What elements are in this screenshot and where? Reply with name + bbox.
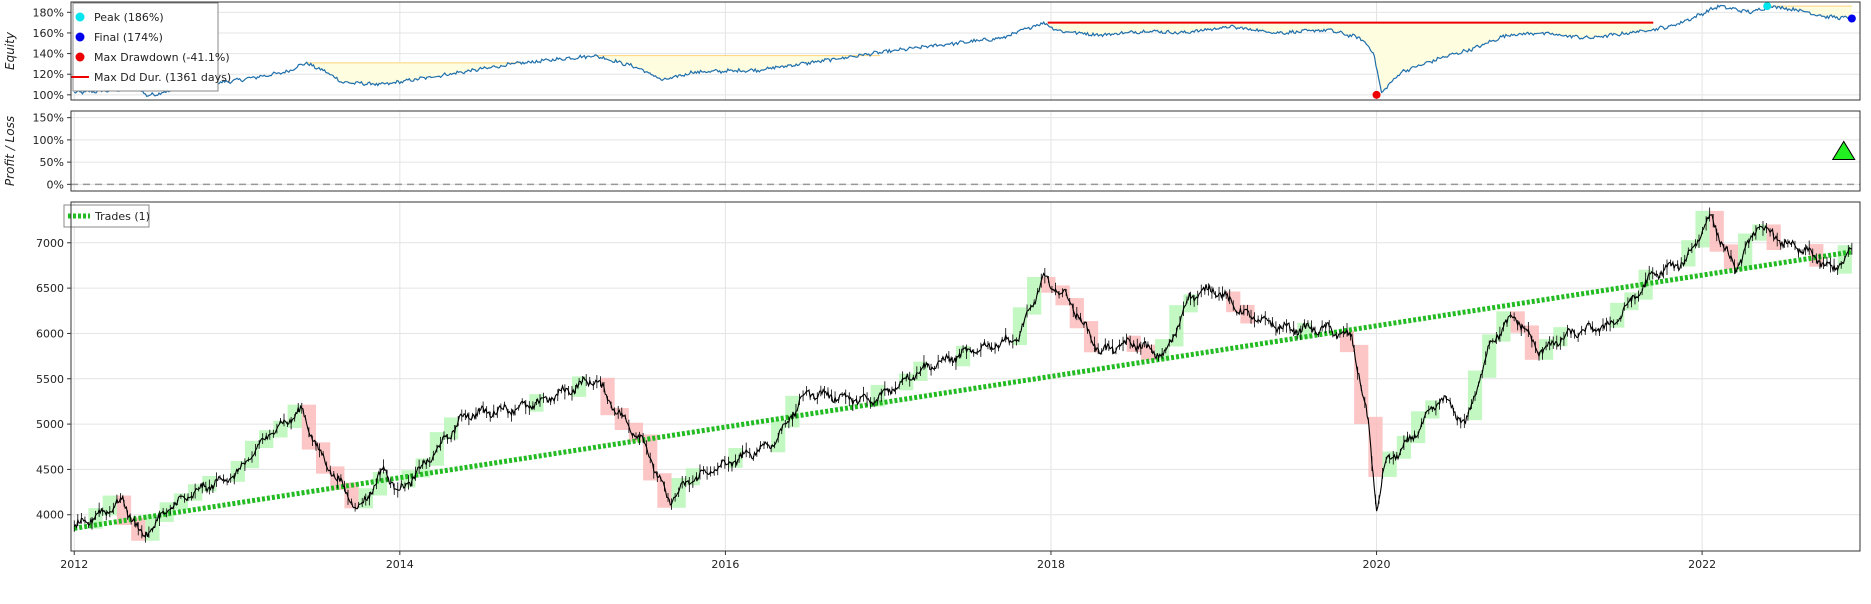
equity-ytick-label: 100% [33, 89, 64, 102]
drawdown-fill [1047, 22, 1654, 93]
up-bar [372, 472, 388, 496]
drawdown-fill [1767, 6, 1852, 21]
equity-legend-label-0: Peak (186%) [94, 11, 164, 24]
price-legend-label: Trades (1) [94, 210, 150, 223]
up-bar [1169, 305, 1184, 347]
price-plot-border [70, 201, 1861, 552]
x-tick-label-2012: 2012 [60, 558, 88, 571]
x-tick-label-2022: 2022 [1688, 558, 1716, 571]
final-marker [1847, 14, 1856, 23]
equity-line [74, 4, 1853, 97]
profit-loss-ytick-label: 150% [33, 112, 64, 125]
equity-ytick-label: 120% [33, 68, 64, 81]
x-tick-label-2020: 2020 [1363, 558, 1391, 571]
legend-marker-2 [75, 52, 85, 62]
profit-loss-ytick-label: 50% [40, 156, 64, 169]
x-tick-label-2016: 2016 [711, 558, 739, 571]
price-legend-box [63, 204, 150, 228]
up-bar [1482, 334, 1497, 378]
price-ytick-label: 6500 [36, 282, 64, 295]
profit-loss-ytick-label: 0% [47, 178, 64, 191]
x-tick-label-2014: 2014 [386, 558, 414, 571]
profit-loss-y-axis-label: Profit / Loss [3, 116, 17, 186]
drawdown-fill [595, 55, 881, 81]
equity-panel: 100% 120% 140% 160% 180% Peak (186%) Final (17… [3, 1, 1861, 102]
equity-legend: Peak (186%) Final (174%) Max Drawdown (-41… [71, 2, 231, 92]
equity-legend-label-2: Max Drawdown (-41.1%) [94, 51, 230, 64]
x-tick-label-2018: 2018 [1037, 558, 1065, 571]
trade-pl-marker [1831, 140, 1856, 160]
drawdown-fill [305, 62, 522, 86]
equity-ytick-label: 140% [33, 48, 64, 61]
price-ytick-label: 5500 [36, 373, 64, 386]
price-ytick-label: 4500 [36, 463, 64, 476]
price-ytick-label: 7000 [36, 237, 64, 250]
price-ytick-label: 5000 [36, 418, 64, 431]
legend-marker-0 [75, 12, 85, 22]
equity-plot-area [71, 2, 1860, 100]
up-bar [1012, 307, 1028, 346]
equity-ytick-label: 160% [33, 27, 64, 40]
price-legend: Trades (1) [63, 204, 150, 228]
legend-marker-1 [75, 32, 85, 42]
price-ytick-label: 6000 [36, 327, 64, 340]
profit-loss-panel: 0% 50% 100% 150% Profit / Loss [3, 110, 1861, 192]
equity-legend-label-3: Max Dd Dur. (1361 days) [94, 71, 231, 84]
price-ytick-label: 4000 [36, 509, 64, 522]
equity-legend-box [72, 2, 219, 92]
peak-marker [1763, 2, 1772, 11]
equity-y-axis-label: Equity [3, 31, 17, 70]
profit-loss-ytick-label: 100% [33, 134, 64, 147]
price-wicks [73, 207, 1853, 543]
profit-loss-plot-area [71, 111, 1860, 191]
max-drawdown-marker [1372, 90, 1381, 99]
price-panel: 4000 4500 5000 5500 6000 6500 7000 Trades (1) 20… [36, 201, 1861, 571]
price-plot-area [71, 202, 1860, 551]
equity-plot-border [70, 1, 1861, 101]
equity-ytick-label: 180% [33, 6, 64, 19]
profit-loss-plot-border [70, 110, 1861, 192]
equity-legend-label-1: Final (174%) [94, 31, 163, 44]
